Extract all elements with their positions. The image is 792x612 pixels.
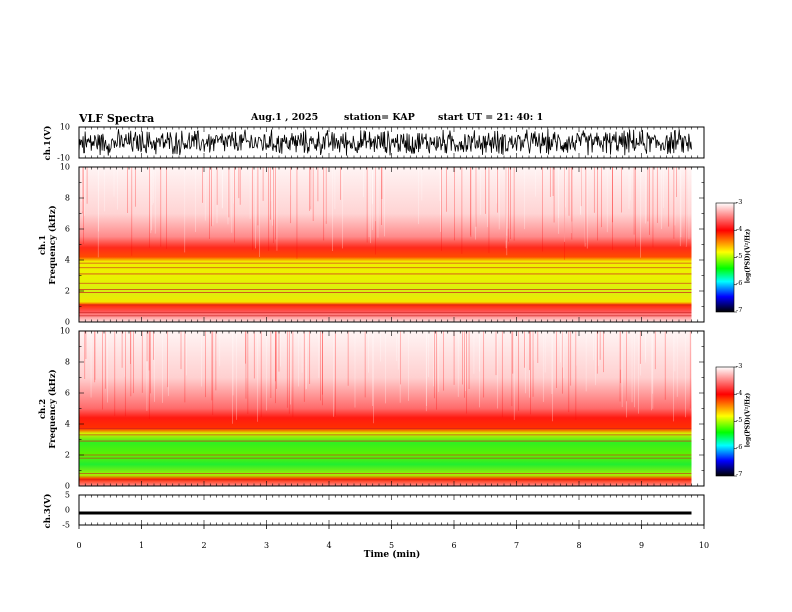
xtick-label: 3 bbox=[263, 541, 270, 550]
ch2-spectrogram-image bbox=[79, 331, 692, 486]
ch3-ytick-label: 0 bbox=[64, 505, 70, 515]
ch1-freq-axis-label-line2: Frequency (kHz) bbox=[48, 205, 58, 285]
xtick-label: 2 bbox=[201, 541, 207, 550]
ch2-freq-axis-label: ch.2 Frequency (kHz) bbox=[38, 369, 58, 448]
colorbar1-tick: -7 bbox=[736, 306, 743, 314]
station-label: station= KAP bbox=[344, 112, 415, 123]
spec2-ytick-label: 6 bbox=[64, 388, 70, 398]
spec1-ytick-label: 10 bbox=[59, 162, 70, 172]
xtick-label: 10 bbox=[698, 541, 710, 550]
spec1-ytick-label: 8 bbox=[64, 193, 70, 203]
spec2-ytick-label: 4 bbox=[64, 419, 70, 429]
chart-title: VLF Spectra bbox=[79, 112, 155, 125]
ch1-freq-axis-label-line1: ch.1 bbox=[38, 234, 48, 256]
colorbar1-label: log(PSD)(V²/Hz) bbox=[744, 228, 752, 284]
spec1-ytick-label: 6 bbox=[64, 224, 70, 234]
ch1-freq-axis-label: ch.1 Frequency (kHz) bbox=[38, 205, 58, 284]
ch2-freq-axis-label-line2: Frequency (kHz) bbox=[48, 369, 58, 449]
ch2-freq-axis-label-line1: ch.2 bbox=[38, 398, 48, 420]
colorbar-1 bbox=[715, 202, 735, 313]
ch1-spectrogram-image bbox=[79, 167, 692, 322]
colorbar1-tick: -4 bbox=[736, 225, 743, 233]
ch3-ytick-label: -5 bbox=[62, 520, 70, 530]
colorbar1-tick: -3 bbox=[736, 198, 743, 206]
colorbar1-tick: -6 bbox=[736, 279, 743, 287]
ch3-waveform-trace bbox=[79, 511, 692, 515]
spec1-ytick-label: 4 bbox=[64, 255, 70, 265]
colorbar2-tick: -5 bbox=[736, 416, 743, 424]
xtick-label: 4 bbox=[326, 541, 332, 550]
date-label: Aug.1 , 2025 bbox=[251, 112, 319, 123]
spec2-ytick-label: 2 bbox=[64, 450, 70, 460]
ch1-waveform-trace bbox=[78, 128, 692, 156]
xtick-label: 8 bbox=[576, 541, 582, 550]
xtick-label: 0 bbox=[76, 541, 82, 550]
ch1-volt-axis-label: ch.1(V) bbox=[43, 125, 53, 161]
spec2-ytick-label: 8 bbox=[64, 357, 70, 367]
xtick-label: 5 bbox=[388, 541, 395, 550]
colorbar2-tick: -4 bbox=[736, 389, 743, 397]
xtick-label: 7 bbox=[513, 541, 520, 550]
start-ut-label: start UT = 21: 40: 1 bbox=[438, 112, 544, 123]
ch3-volt-axis-label: ch.3(V) bbox=[43, 493, 53, 529]
colorbar2-label: log(PSD)(V²/Hz) bbox=[744, 392, 752, 448]
x-axis-label: Time (min) bbox=[363, 550, 421, 560]
spec1-ytick-label: 0 bbox=[64, 317, 70, 327]
xtick-label: 6 bbox=[451, 541, 457, 550]
ch3-ytick-label: 5 bbox=[64, 490, 70, 500]
colorbar1-tick: -5 bbox=[736, 252, 743, 260]
ch1-ytick-label: 10 bbox=[59, 122, 70, 132]
xtick-label: 9 bbox=[638, 541, 645, 550]
spec2-ytick-label: 0 bbox=[64, 481, 70, 491]
colorbar2-tick: -7 bbox=[736, 470, 743, 478]
spec1-ytick-label: 2 bbox=[64, 286, 70, 296]
colorbar-2 bbox=[715, 366, 735, 477]
xtick-label: 1 bbox=[138, 541, 145, 550]
colorbar2-tick: -6 bbox=[736, 443, 743, 451]
spec2-ytick-label: 10 bbox=[59, 326, 70, 336]
colorbar2-tick: -3 bbox=[736, 362, 743, 370]
ch1-ytick-label: -10 bbox=[57, 153, 70, 163]
